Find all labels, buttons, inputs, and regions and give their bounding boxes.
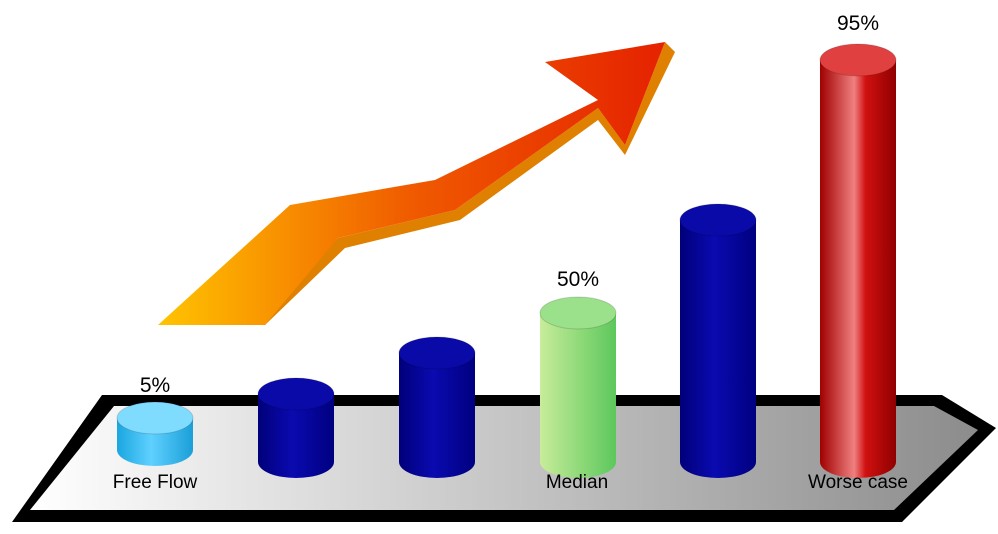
label-mid: 50% — [557, 268, 599, 291]
cylinder-part — [540, 313, 616, 478]
cylinder-part — [820, 60, 896, 478]
cylinder-part — [399, 353, 475, 478]
cylinder-part — [398, 336, 476, 370]
label-high: 95% — [837, 12, 879, 35]
arrow — [158, 42, 665, 325]
cylinder-part — [680, 220, 756, 478]
cylinder-part — [679, 203, 757, 237]
cylinder-part — [116, 401, 194, 435]
caption-low: Free Flow — [113, 472, 198, 493]
caption-high: Worse case — [808, 472, 908, 493]
cylinder-part — [257, 377, 335, 411]
caption-mid: Median — [546, 472, 608, 493]
cylinders — [116, 43, 897, 478]
cylinder-part — [258, 394, 334, 478]
cylinder-part — [539, 296, 617, 330]
label-low: 5% — [140, 374, 170, 397]
cylinder-part — [819, 43, 897, 77]
